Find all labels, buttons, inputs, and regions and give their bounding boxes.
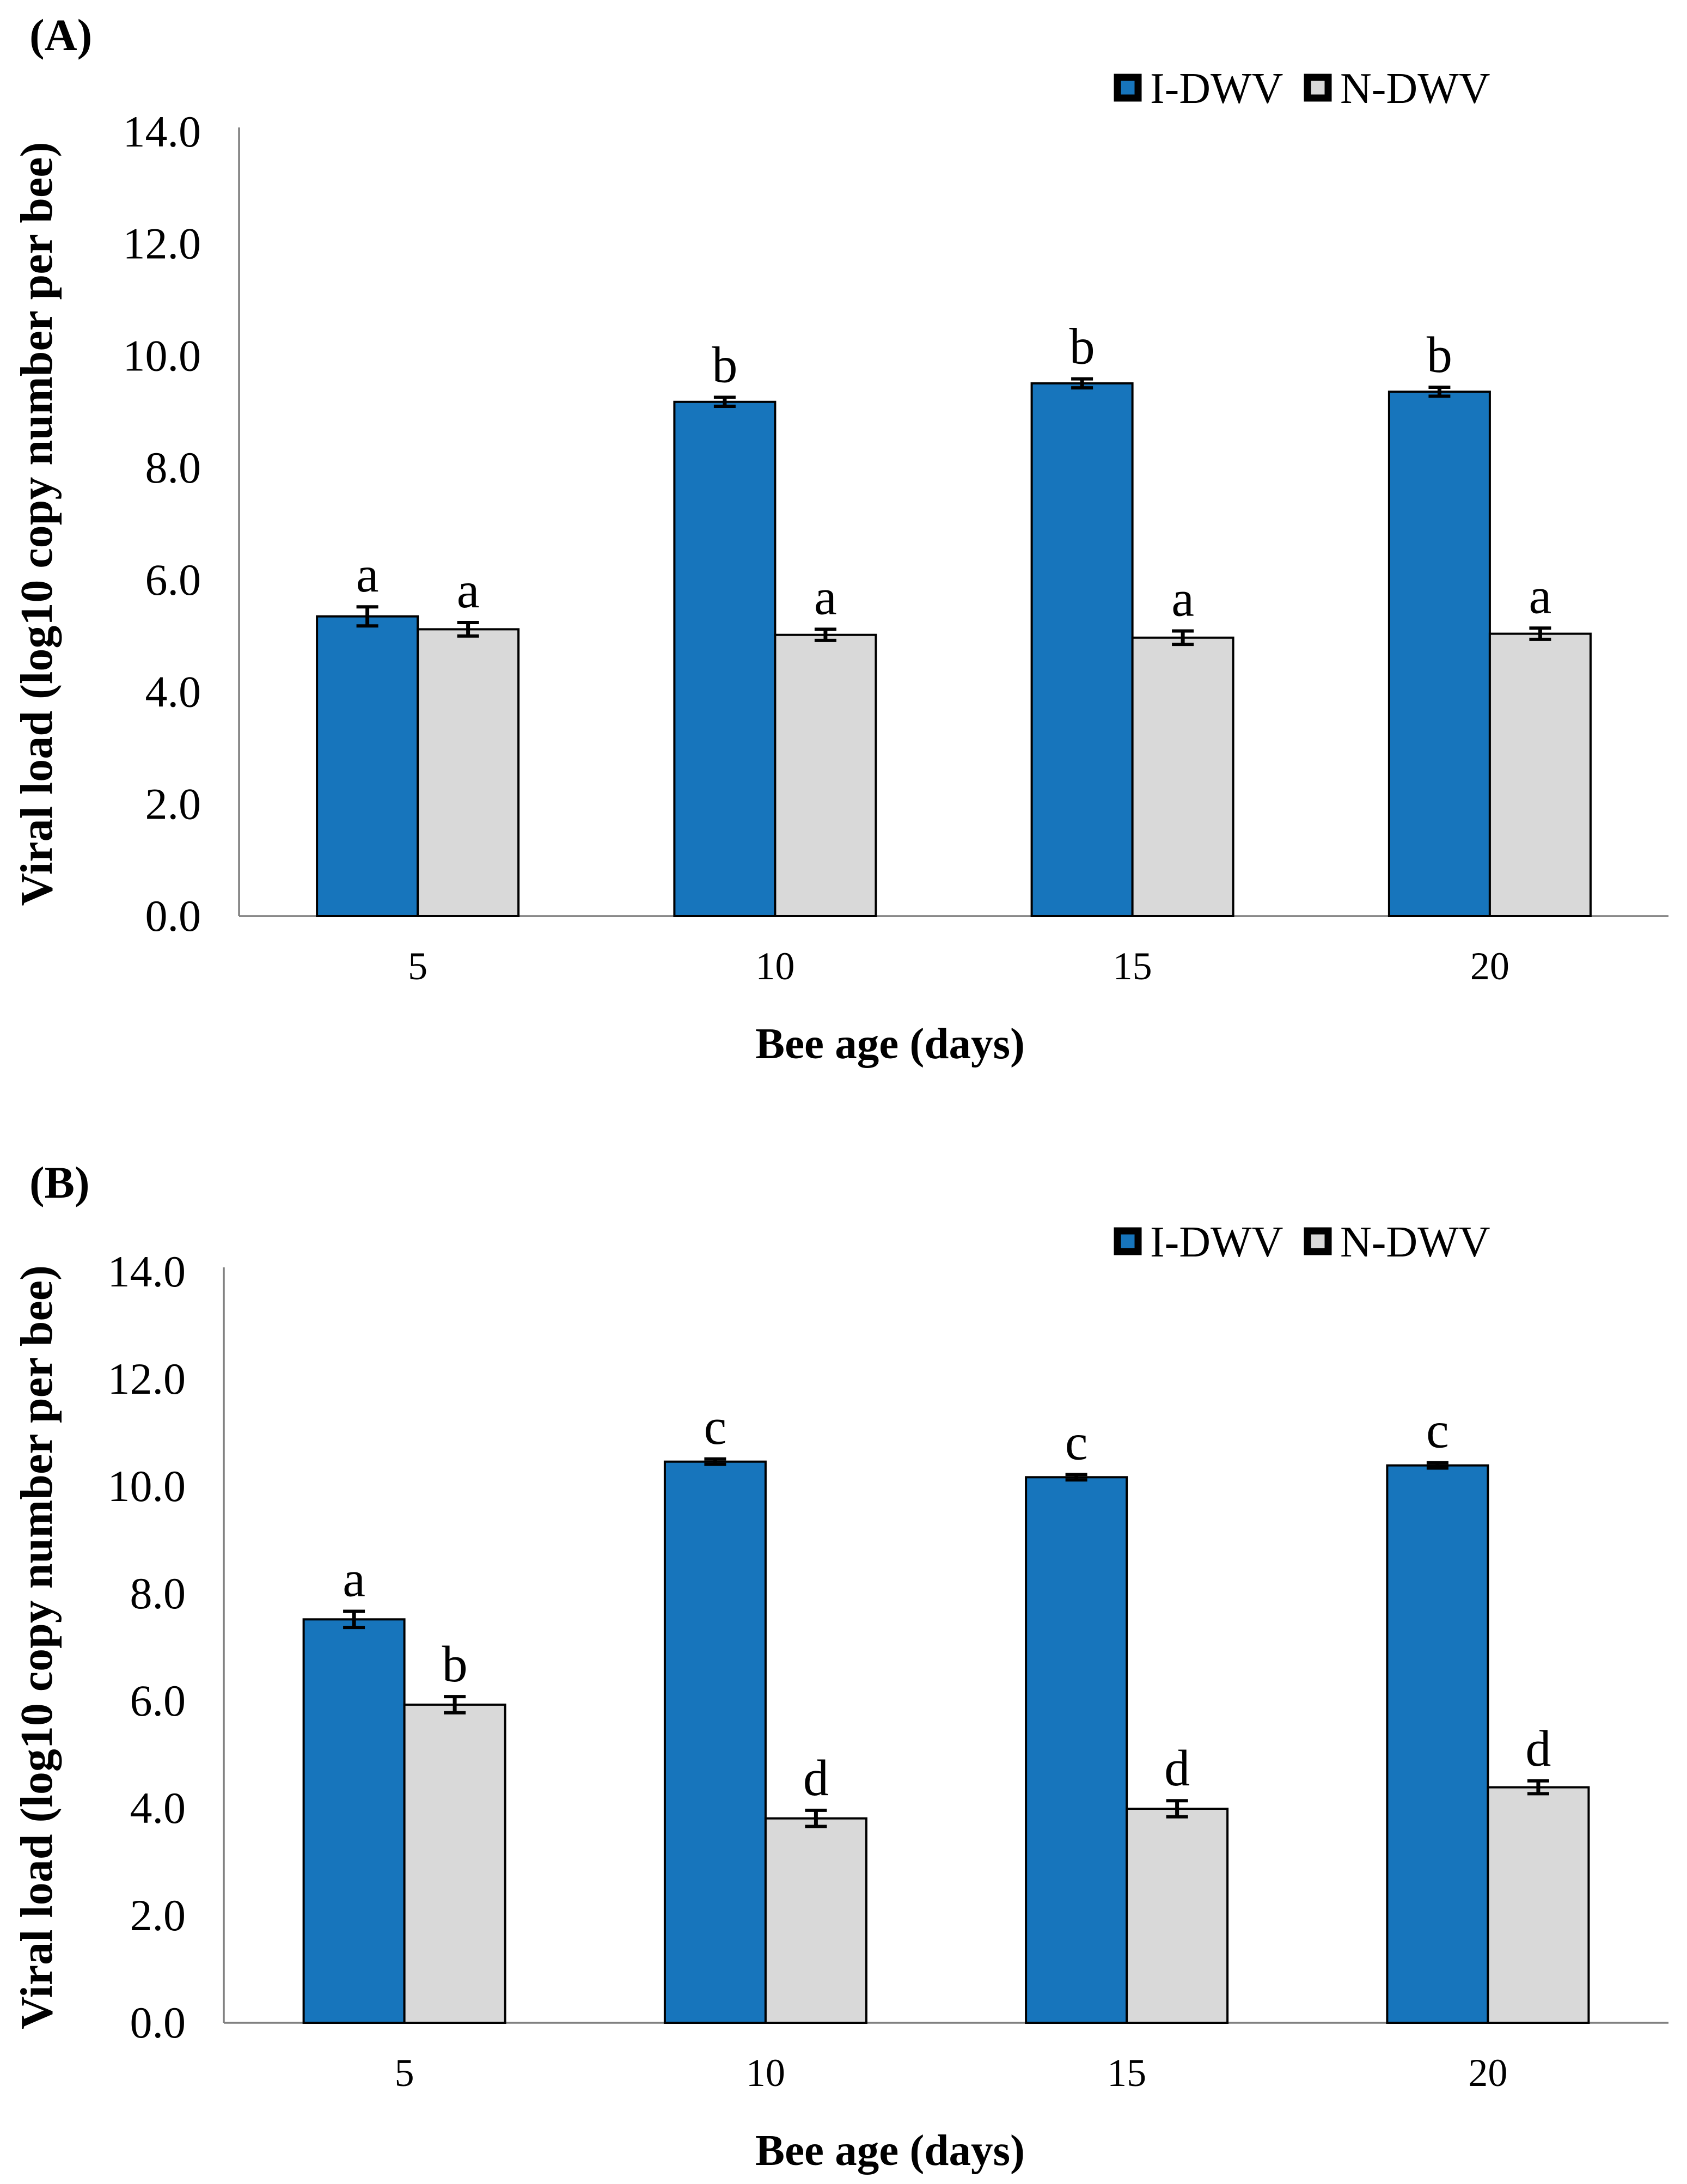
svg-text:20: 20	[1468, 2051, 1507, 2095]
svg-text:Bee age (days): Bee age (days)	[755, 2126, 1025, 2175]
svg-text:b: b	[1427, 327, 1452, 383]
svg-text:I-DWV: I-DWV	[1150, 65, 1283, 113]
svg-text:4.0: 4.0	[145, 667, 201, 717]
svg-text:b: b	[1069, 319, 1095, 375]
svg-text:2.0: 2.0	[145, 779, 201, 828]
svg-text:5: 5	[395, 2051, 414, 2095]
svg-text:(B): (B)	[29, 1157, 90, 1207]
svg-text:6.0: 6.0	[145, 555, 201, 605]
svg-text:15: 15	[1113, 944, 1152, 988]
svg-text:a: a	[1529, 568, 1552, 624]
svg-text:(A): (A)	[29, 10, 92, 60]
svg-text:10.0: 10.0	[123, 331, 201, 380]
svg-text:d: d	[1164, 1740, 1190, 1797]
svg-text:I-DWV: I-DWV	[1150, 1218, 1283, 1266]
svg-text:d: d	[803, 1750, 829, 1807]
svg-text:c: c	[1065, 1414, 1088, 1471]
svg-text:8.0: 8.0	[130, 1569, 186, 1618]
svg-text:20: 20	[1470, 944, 1509, 988]
svg-text:d: d	[1525, 1721, 1551, 1777]
svg-text:Viral load (log10 copy number: Viral load (log10 copy number per bee)	[11, 142, 62, 906]
svg-text:4.0: 4.0	[130, 1783, 186, 1833]
svg-text:10: 10	[755, 944, 794, 988]
svg-text:8.0: 8.0	[145, 443, 201, 492]
svg-text:c: c	[1426, 1402, 1449, 1459]
svg-text:10.0: 10.0	[108, 1461, 186, 1511]
svg-text:2.0: 2.0	[130, 1890, 186, 1940]
svg-text:12.0: 12.0	[123, 219, 201, 269]
svg-text:14.0: 14.0	[108, 1247, 186, 1296]
svg-text:a: a	[457, 562, 480, 619]
svg-text:14.0: 14.0	[123, 107, 201, 156]
svg-text:c: c	[704, 1399, 727, 1455]
svg-text:Viral load (log10 copy number: Viral load (log10 copy number per bee)	[11, 1265, 62, 2029]
svg-text:0.0: 0.0	[130, 1998, 186, 2047]
svg-text:N-DWV: N-DWV	[1340, 65, 1490, 113]
svg-text:b: b	[712, 337, 737, 394]
svg-text:5: 5	[408, 944, 427, 988]
svg-text:a: a	[356, 546, 379, 603]
svg-text:b: b	[442, 1636, 468, 1693]
svg-text:12.0: 12.0	[108, 1354, 186, 1404]
svg-text:0.0: 0.0	[145, 891, 201, 941]
svg-text:a: a	[1171, 571, 1194, 627]
svg-text:15: 15	[1107, 2051, 1146, 2095]
svg-text:a: a	[343, 1551, 365, 1608]
svg-text:10: 10	[746, 2051, 785, 2095]
svg-text:a: a	[814, 569, 837, 625]
svg-text:N-DWV: N-DWV	[1340, 1218, 1490, 1266]
svg-text:6.0: 6.0	[130, 1676, 186, 1725]
svg-text:Bee age (days): Bee age (days)	[755, 1019, 1025, 1068]
